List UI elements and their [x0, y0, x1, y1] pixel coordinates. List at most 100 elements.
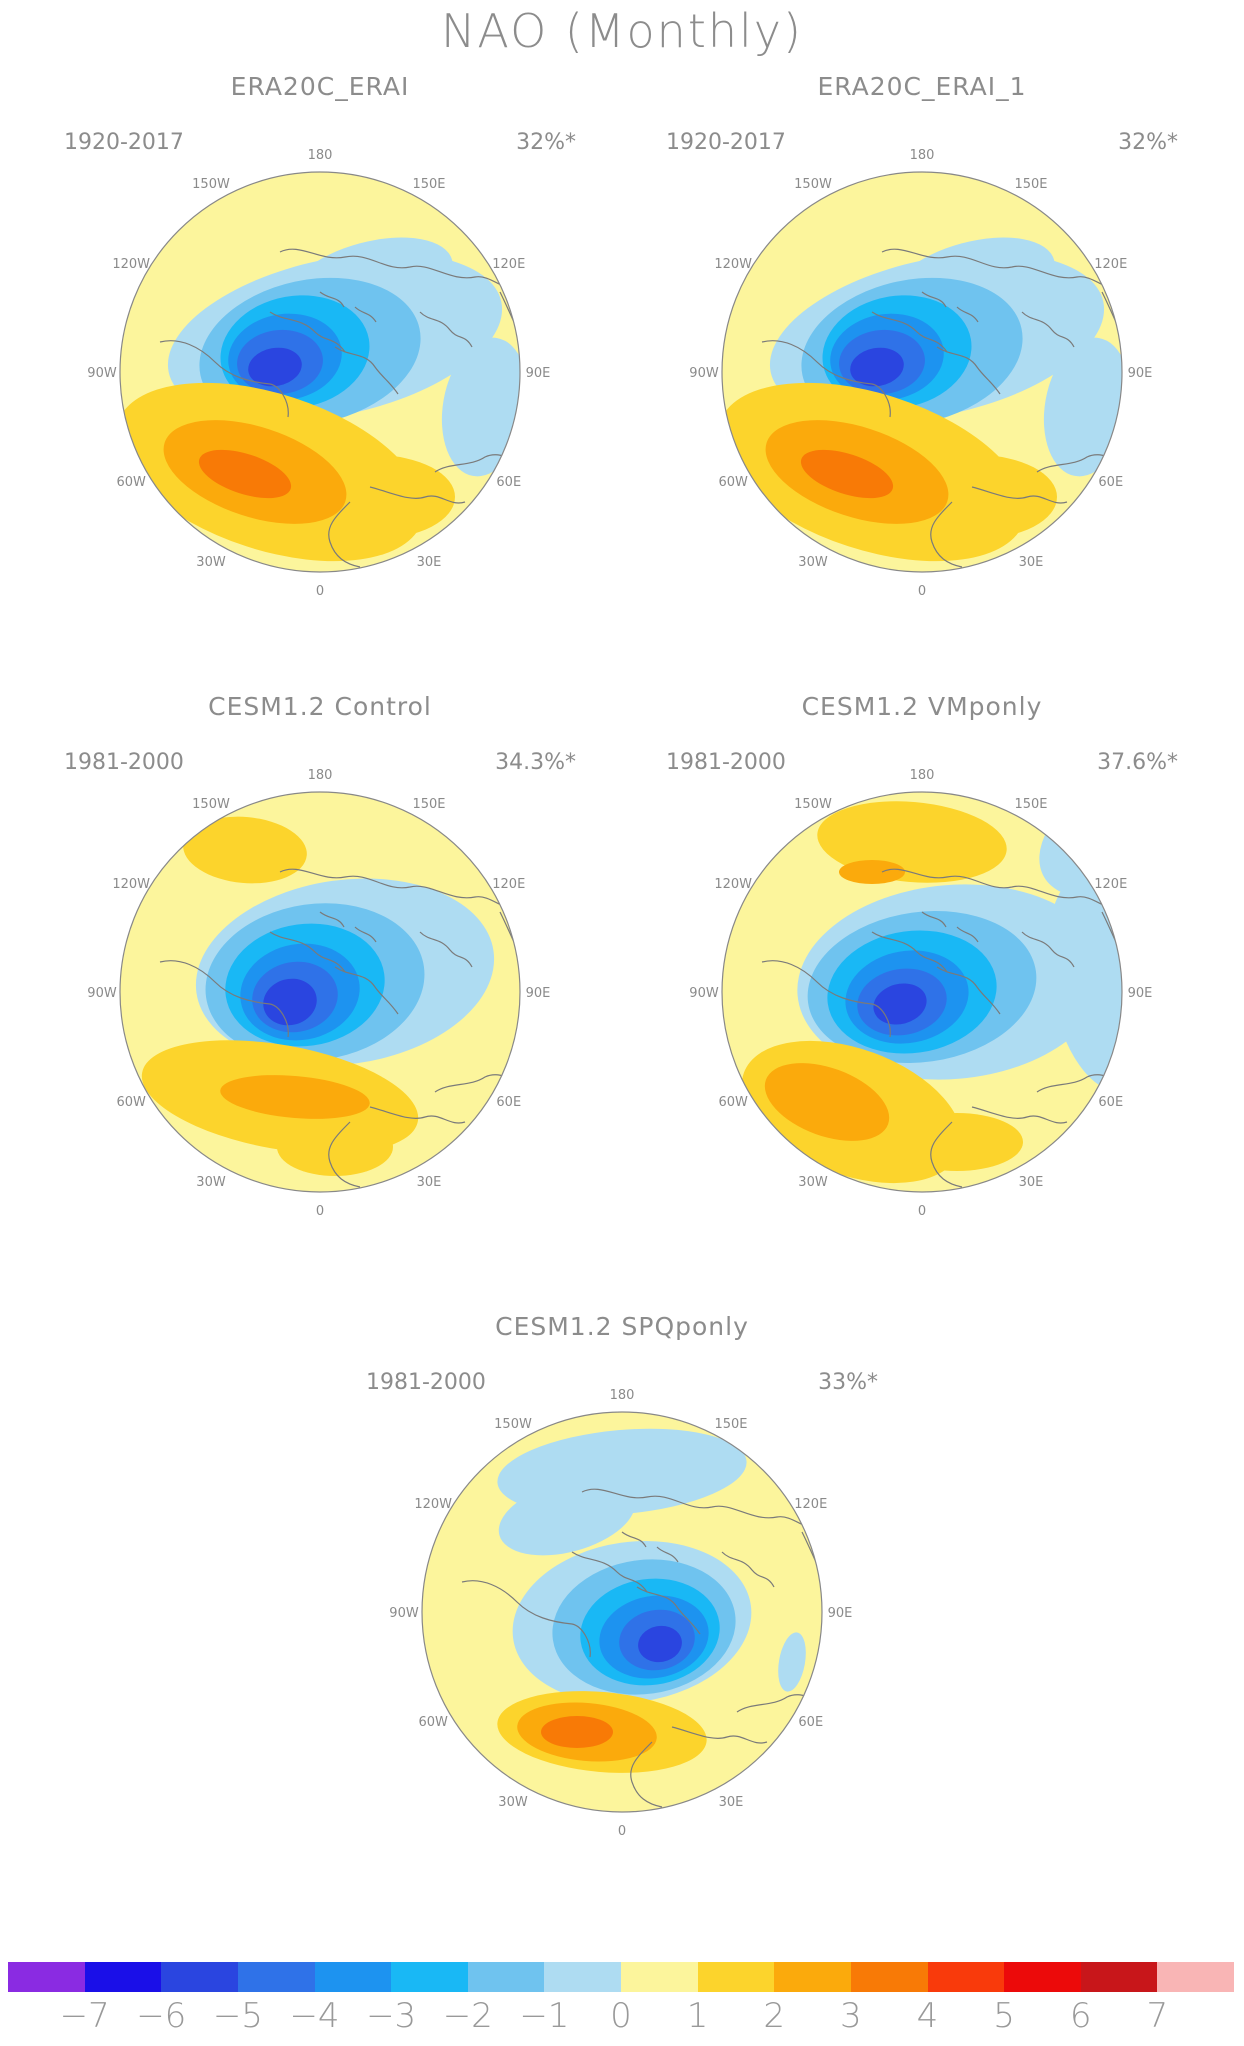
longitude-label: 60W [719, 475, 749, 490]
longitude-label: 90W [87, 366, 117, 381]
map-panel-era20c-erai-1: ERA20C_ERAI_1 1920-2017 32%* 180 150E 120E… [642, 72, 1202, 642]
colorbar-tick-label: −7 [59, 1996, 110, 2036]
longitude-label: 0 [316, 584, 324, 599]
anomaly-contour [764, 1063, 890, 1141]
longitude-label: 120W [112, 877, 150, 892]
panel-variance: 32%* [516, 130, 576, 155]
colorbar-tick-label: −5 [212, 1996, 263, 2036]
longitude-label: 150W [192, 177, 230, 192]
map-panel-cesm-vmponly: CESM1.2 VMponly 1981-2000 37.6%* 180 150E… [642, 692, 1202, 1262]
colorbar-swatch [621, 1962, 698, 1992]
coastline [971, 1106, 1068, 1124]
longitude-label: 150E [1014, 177, 1047, 192]
longitude-label: 120E [1094, 257, 1127, 272]
longitude-label: 90E [526, 366, 551, 381]
longitude-label: 30E [417, 555, 442, 570]
anomaly-contour [778, 1632, 806, 1692]
coastline [881, 248, 1122, 291]
map-rim [119, 171, 521, 573]
longitude-label: 150W [794, 797, 832, 812]
coastline [419, 931, 473, 968]
map-panel-era20c-erai: ERA20C_ERAI 1920-2017 32%* 180 150E 120E 90… [40, 72, 600, 642]
colorbar-tick-label: 7 [1146, 1996, 1169, 2036]
colorbar-swatch [8, 1962, 85, 1992]
coastline [369, 1106, 466, 1124]
colorbar-tick-label: −1 [519, 1996, 570, 2036]
panel-period: 1981-2000 [666, 750, 786, 775]
coastline [461, 1580, 591, 1658]
longitude-label: 150E [412, 177, 445, 192]
coastline [936, 966, 1001, 1015]
anomaly-contour [441, 337, 520, 477]
panel-period: 1981-2000 [366, 1370, 486, 1395]
coastline [871, 311, 948, 353]
colorbar-tick-label: 4 [916, 1996, 939, 2036]
colorbar [8, 1962, 1234, 1992]
page-title: NAO (Monthly) [441, 4, 803, 58]
longitude-label: 30E [417, 1175, 442, 1190]
map-rim [721, 791, 1123, 1193]
coastline [279, 868, 520, 911]
coastline [621, 1531, 647, 1548]
coastline [334, 346, 399, 395]
anomaly-contour [850, 347, 904, 387]
longitude-label: 120E [492, 877, 525, 892]
coastline [334, 966, 399, 1015]
colorbar-swatch [544, 1962, 621, 1992]
coastline [630, 1741, 663, 1808]
longitude-label: 60E [496, 1095, 521, 1110]
longitude-label: 120E [1094, 877, 1127, 892]
anomaly-contour [198, 449, 292, 499]
anomaly-layer [120, 237, 520, 562]
coastline [936, 346, 1001, 395]
coastline [269, 311, 346, 353]
coastline [279, 248, 520, 291]
colorbar-swatch [1080, 1962, 1158, 1992]
longitude-label: 90E [1128, 366, 1153, 381]
panel-title: CESM1.2 Control [208, 692, 432, 721]
anomaly-layer [141, 816, 495, 1176]
colorbar-tick-label: 6 [1069, 1996, 1092, 2036]
coastline [930, 501, 963, 568]
longitude-label: 60E [1098, 475, 1123, 490]
anomaly-contour [1043, 337, 1122, 477]
panel-title: ERA20C_ERAI [230, 72, 410, 101]
coastline [419, 311, 473, 348]
coastline [319, 911, 345, 928]
colorbar-tick-label: 1 [686, 1996, 709, 2036]
colorbar-swatch [84, 1962, 162, 1992]
colorbar-swatch [927, 1962, 1005, 1992]
panel-variance: 37.6%* [1097, 750, 1178, 775]
longitude-label: 30W [196, 1175, 226, 1190]
colorbar-tick-label: −3 [366, 1996, 417, 2036]
longitude-label: 90W [87, 986, 117, 1001]
longitude-label: 30W [196, 555, 226, 570]
anomaly-layer [722, 237, 1122, 562]
longitude-label: 30W [498, 1795, 528, 1810]
colorbar-tick-label: 0 [610, 1996, 632, 2036]
longitude-label: 90W [689, 366, 719, 381]
colorbar-tick-label: −4 [289, 1996, 340, 2036]
longitude-label: 90E [828, 1606, 853, 1621]
coastline [956, 306, 979, 323]
colorbar-swatch [774, 1962, 851, 1992]
coastline [159, 340, 289, 418]
anomaly-contour [873, 983, 927, 1025]
anomaly-contour [891, 1113, 1023, 1171]
anomaly-contour [183, 816, 307, 884]
coastline [871, 931, 948, 973]
anomaly-contour [638, 1625, 682, 1663]
panel-variance: 34.3%* [495, 750, 576, 775]
map-panel-cesm-spqponly: CESM1.2 SPQponly 1981-2000 33%* 180 150E 1… [342, 1312, 902, 1882]
longitude-label: 60E [496, 475, 521, 490]
coastline [761, 960, 891, 1038]
colorbar-swatch [391, 1962, 468, 1992]
coastline [921, 291, 947, 308]
coastline [671, 1726, 768, 1744]
coastline [956, 926, 979, 943]
longitude-label: 120W [714, 877, 752, 892]
colorbar-tick-label: −2 [442, 1996, 493, 2036]
longitude-label: 90E [1128, 986, 1153, 1001]
anomaly-contour [800, 449, 894, 499]
map-rim [421, 1411, 823, 1813]
